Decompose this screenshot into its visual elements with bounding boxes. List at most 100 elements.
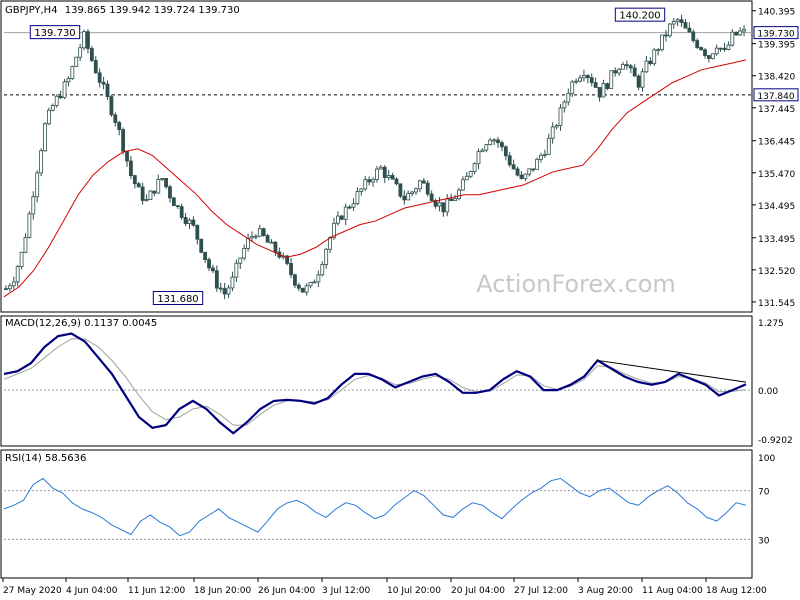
ohlc-label: 139.865 139.942 139.724 139.730 xyxy=(65,5,240,16)
candle-body xyxy=(660,34,664,51)
candle-body xyxy=(332,222,336,239)
candle-body xyxy=(183,217,188,224)
candle-body xyxy=(574,80,579,83)
moving-average-line xyxy=(3,59,747,298)
candle-body xyxy=(687,27,692,33)
candle-body xyxy=(636,75,641,88)
candle-body xyxy=(152,190,157,194)
price-tick-label: 139.395 xyxy=(758,41,795,51)
candle-body xyxy=(265,235,270,243)
candle-body xyxy=(347,206,352,209)
rsi-panel-frame xyxy=(0,449,753,579)
candle-body xyxy=(78,47,83,58)
candle-body xyxy=(714,47,719,55)
last-price-tag: 139.730 xyxy=(757,30,794,40)
candle-body xyxy=(511,164,516,170)
candle-body xyxy=(624,64,629,67)
candle-body xyxy=(82,31,86,49)
candle-body xyxy=(476,151,481,165)
swing-high-label: 139.730 xyxy=(34,28,75,39)
x-tick-label: 11 Jun 12:00 xyxy=(128,586,185,596)
candle-body xyxy=(429,193,434,201)
candle-body xyxy=(242,248,247,259)
candle-body xyxy=(707,55,711,59)
candle-body xyxy=(371,179,375,183)
candle-body xyxy=(640,71,645,88)
candle-body xyxy=(93,60,98,74)
candle-body xyxy=(554,125,559,128)
candle-body xyxy=(54,95,59,106)
candle-body xyxy=(418,180,422,190)
candle-body xyxy=(339,215,344,220)
candle-body xyxy=(566,92,571,103)
rsi-tick-label: 30 xyxy=(758,536,770,546)
candle-body xyxy=(70,66,75,79)
high-label-box xyxy=(614,7,666,22)
candle-body xyxy=(464,175,469,181)
candle-body xyxy=(129,160,133,177)
candle-body xyxy=(546,137,551,155)
candle-body xyxy=(523,173,528,179)
price-panel-frame xyxy=(0,0,753,313)
candle-body xyxy=(11,281,16,287)
candle-body xyxy=(710,53,715,59)
candle-body xyxy=(683,22,688,29)
price-tick-label: 137.445 xyxy=(758,105,795,115)
candle-body xyxy=(460,179,465,191)
candle-body xyxy=(722,47,727,50)
candle-body xyxy=(250,236,254,239)
candle-body xyxy=(140,186,145,201)
candle-body xyxy=(300,287,305,293)
candle-body xyxy=(296,284,301,289)
candle-body xyxy=(273,241,278,253)
candle-body xyxy=(437,202,442,207)
candle-body xyxy=(195,224,200,240)
candle-body xyxy=(335,215,340,224)
candle-body xyxy=(238,257,243,264)
candle-body xyxy=(27,213,32,238)
price-tick-label: 132.520 xyxy=(758,267,795,277)
candle-body xyxy=(589,77,594,84)
candle-body xyxy=(726,44,731,50)
candle-body xyxy=(86,31,90,49)
candle-body xyxy=(289,263,293,276)
candle-body xyxy=(691,31,696,41)
candle-body xyxy=(617,68,621,74)
candle-body xyxy=(503,146,508,157)
price-tick-label: 136.445 xyxy=(758,138,795,148)
candle-body xyxy=(652,49,657,65)
candle-body xyxy=(328,237,332,250)
candle-body xyxy=(226,287,231,295)
low-label-box xyxy=(152,290,204,305)
support-tag-box xyxy=(753,88,799,102)
candle-body xyxy=(664,34,668,37)
x-tick-label: 20 Jul 04:00 xyxy=(451,586,505,596)
candle-body xyxy=(156,179,161,194)
candle-body xyxy=(695,40,700,48)
candle-body xyxy=(113,114,118,123)
candle-body xyxy=(535,158,539,170)
candle-body xyxy=(234,262,239,278)
candle-body xyxy=(398,183,403,197)
candle-body xyxy=(507,155,512,166)
candle-body xyxy=(472,163,477,172)
rsi-panel-title: RSI(14) 58.5636 xyxy=(5,453,86,464)
candle-body xyxy=(601,83,606,98)
candle-body xyxy=(582,75,586,79)
candle-body xyxy=(355,191,360,205)
macd-signal-line xyxy=(3,338,747,426)
x-tick-label: 27 Jul 12:00 xyxy=(514,586,568,596)
macd-line xyxy=(3,332,747,435)
price-annotations: 140.200 139.730 131.680 139.730 137.840 xyxy=(29,7,799,305)
rsi-tick-label: 70 xyxy=(758,488,770,498)
candle-body xyxy=(703,49,707,56)
candle-body xyxy=(386,175,391,178)
candle-body xyxy=(644,60,649,73)
high-label: 140.200 xyxy=(619,11,660,22)
price-tick-label: 134.495 xyxy=(758,202,795,212)
last-price-tag-box xyxy=(753,26,799,40)
candle-body xyxy=(74,56,79,67)
candle-body xyxy=(269,241,274,244)
support-tag: 137.840 xyxy=(757,92,794,102)
